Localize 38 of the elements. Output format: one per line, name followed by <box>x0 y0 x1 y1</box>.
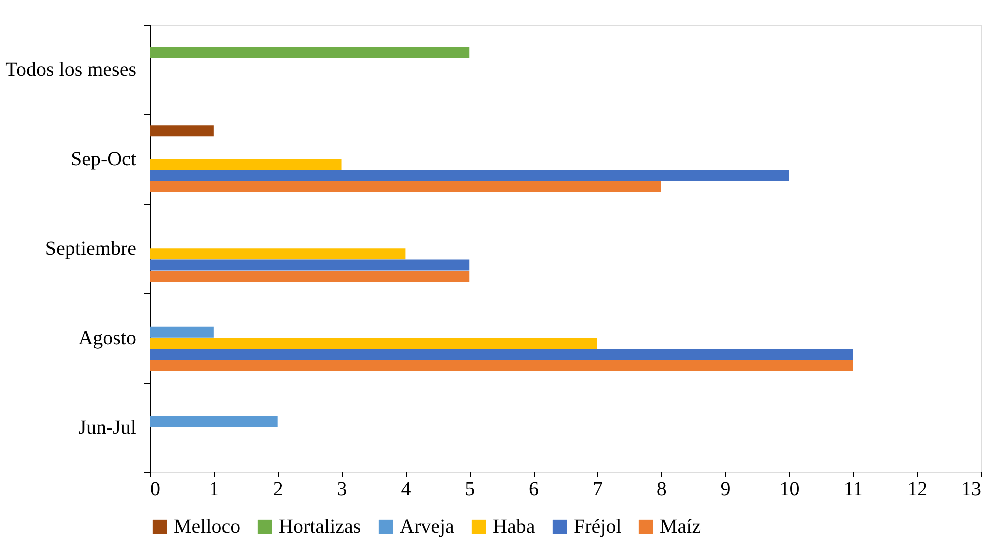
x-tick-label: 12 <box>908 478 928 500</box>
bar <box>150 47 470 58</box>
legend-label: Arveja <box>400 516 455 538</box>
y-tick-label: Sep-Oct <box>70 148 137 171</box>
y-tick-label: Septiembre <box>45 238 137 260</box>
x-tick-label: 8 <box>656 478 667 500</box>
x-tick-label: 9 <box>720 478 731 500</box>
x-tick-label: 0 <box>150 478 160 500</box>
y-tick-label: Agosto <box>78 327 136 350</box>
bar <box>150 126 214 137</box>
x-tick-label: 13 <box>962 478 982 500</box>
bar <box>150 270 470 282</box>
bar <box>150 349 854 360</box>
bar <box>150 170 790 182</box>
x-tick-label: 11 <box>844 478 864 500</box>
bar <box>150 260 470 271</box>
x-tick-label: 6 <box>529 478 540 500</box>
x-tick-label: 1 <box>209 478 220 500</box>
bar <box>150 338 598 349</box>
legend-label: Hortalizas <box>279 516 362 538</box>
x-tick-label: 4 <box>401 478 412 500</box>
bar <box>150 326 214 338</box>
bar <box>150 248 406 260</box>
x-tick-label: 10 <box>780 478 800 500</box>
bar <box>150 360 854 372</box>
y-tick-label: Jun-Jul <box>78 416 137 439</box>
bar <box>150 416 278 428</box>
legend-label: Maíz <box>660 516 702 538</box>
legend-label: Fréjol <box>574 516 622 538</box>
x-tick-label: 7 <box>592 478 603 500</box>
y-tick-label: Todos los meses <box>6 59 137 82</box>
bar <box>150 159 342 170</box>
x-tick-label: 5 <box>465 478 476 500</box>
legend-label: Melloco <box>174 516 241 538</box>
bar <box>150 182 662 193</box>
legend-label: Haba <box>493 516 536 538</box>
x-tick-label: 3 <box>337 478 348 500</box>
x-tick-label: 2 <box>273 478 284 500</box>
